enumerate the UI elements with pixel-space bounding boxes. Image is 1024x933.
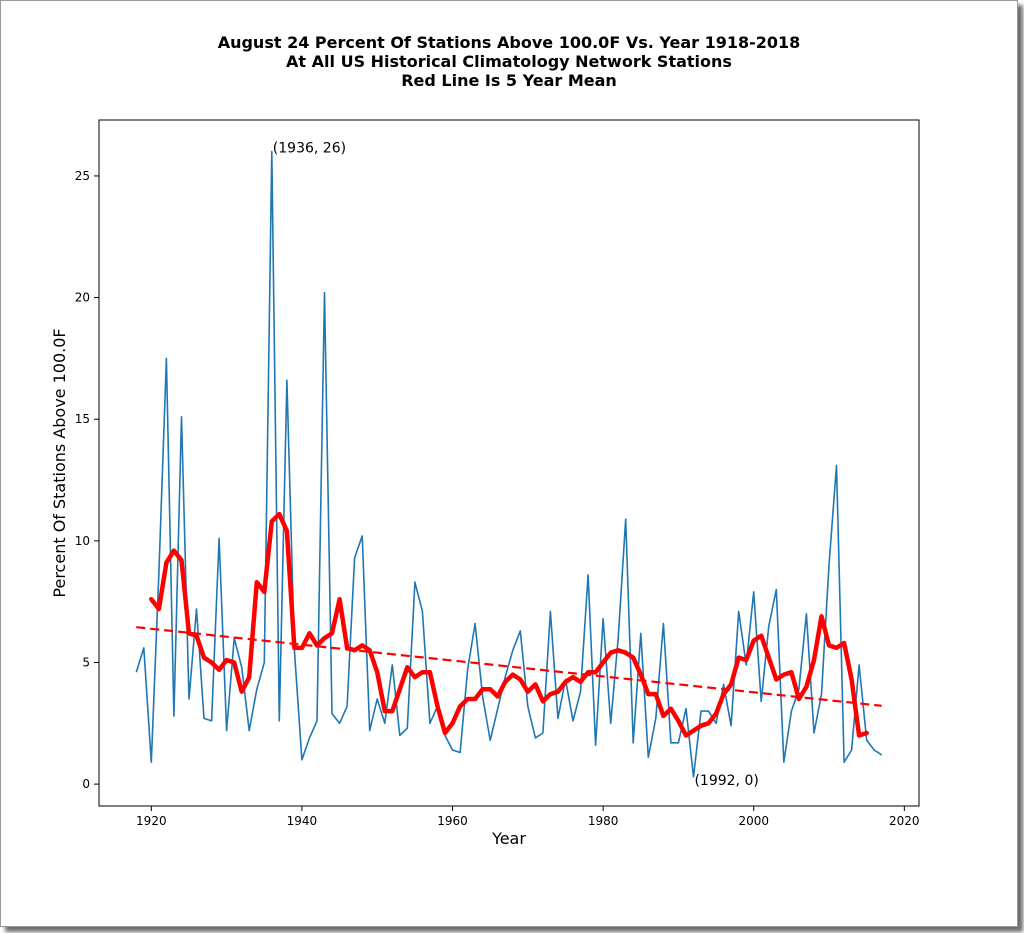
series-line-trend	[136, 626, 882, 707]
series-line-5-year-mean	[149, 511, 869, 738]
y-axis: 0 5 10 15 20 25	[75, 169, 99, 791]
plot-area	[99, 120, 919, 806]
x-tick-label-1940: 1940	[287, 814, 318, 828]
x-tick-label-2000: 2000	[738, 814, 769, 828]
series-layer	[135, 150, 883, 778]
series-line-annual	[135, 150, 883, 778]
y-tick-label-25: 25	[75, 169, 90, 183]
x-tick-label-1960: 1960	[437, 814, 468, 828]
y-tick-label-10: 10	[75, 534, 90, 548]
plot-border	[98, 119, 920, 807]
x-tick-label-1920: 1920	[136, 814, 167, 828]
x-tick-label-1980: 1980	[588, 814, 619, 828]
title-line-2: At All US Historical Climatology Network…	[286, 52, 732, 71]
x-axis-label: Year	[491, 829, 526, 848]
x-tick-label-2020: 2020	[889, 814, 920, 828]
x-axis: 1920 1940 1960 1980 2000 2020	[136, 806, 920, 828]
y-tick-label-20: 20	[75, 291, 90, 305]
chart-title: August 24 Percent Of Stations Above 100.…	[218, 33, 801, 90]
y-tick-label-0: 0	[82, 777, 90, 791]
annotation-1: (1992, 0)	[694, 773, 758, 789]
y-tick-label-5: 5	[82, 655, 90, 669]
title-line-3: Red Line Is 5 Year Mean	[401, 71, 617, 90]
y-axis-label: Percent Of Stations Above 100.0F	[50, 328, 69, 597]
title-line-1: August 24 Percent Of Stations Above 100.…	[218, 33, 801, 52]
annotation-0: (1936, 26)	[273, 141, 346, 157]
annotations: (1936, 26) (1992, 0)	[273, 141, 759, 789]
y-tick-label-15: 15	[75, 412, 90, 426]
